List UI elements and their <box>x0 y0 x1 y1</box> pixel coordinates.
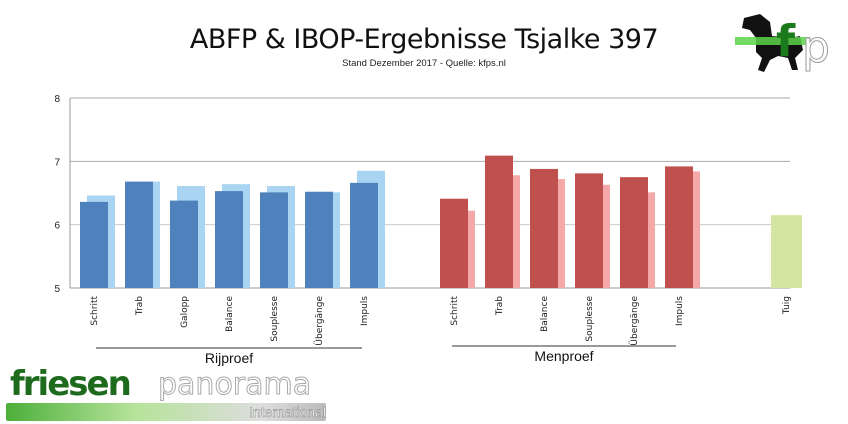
x-tick-label: Souplesse <box>585 296 595 342</box>
bar-dark <box>215 191 243 288</box>
friesenpanorama-logo: friesen panorama International <box>6 365 366 423</box>
logo-text-panorama: panorama <box>157 367 312 402</box>
x-tick-label: Impuls <box>360 296 370 326</box>
x-tick-label: Übergänge <box>629 296 640 346</box>
y-tick-label: 6 <box>54 221 60 232</box>
bar-dark <box>575 173 603 288</box>
bar-dark <box>530 168 558 288</box>
y-tick-label: 7 <box>54 157 60 168</box>
bar-dark <box>620 177 648 288</box>
y-tick-label: 8 <box>54 94 60 105</box>
x-tick-label: Übergänge <box>314 296 325 346</box>
group-label-rijproef: Rijproef <box>204 350 254 366</box>
bar-dark <box>305 191 333 288</box>
logo-text-friesen: friesen <box>10 364 132 404</box>
bar-dark <box>440 198 468 288</box>
x-tick-label: Trab <box>135 296 145 316</box>
bar-dark <box>485 155 513 288</box>
chart-title: ABFP & IBOP-Ergebnisse Tsjalke 397 <box>189 24 659 55</box>
bar-dark <box>80 201 108 288</box>
x-tick-label: Trab <box>495 296 505 316</box>
logo-text-international: International <box>248 404 326 420</box>
group-label-menproef: Menproef <box>534 348 594 364</box>
x-tick-label: Galopp <box>180 296 190 328</box>
logo-stripe <box>6 403 326 421</box>
bar <box>771 215 802 288</box>
bar-dark <box>170 200 198 288</box>
x-tick-label: Souplesse <box>270 296 280 342</box>
chart-subtitle: Stand Dezember 2017 - Quelle: kfps.nl <box>342 58 506 69</box>
x-tick-label: Balance <box>225 296 235 332</box>
x-tick-label: Schritt <box>450 296 460 326</box>
bar-dark <box>260 192 288 288</box>
x-tick-label: Tuig <box>782 296 792 315</box>
x-tick-label: Balance <box>540 296 550 332</box>
x-tick-label: Impuls <box>675 296 685 326</box>
y-tick-label: 5 <box>54 284 60 295</box>
bar-dark <box>125 181 153 288</box>
bar-dark <box>350 182 378 288</box>
x-tick-label: Schritt <box>90 296 100 326</box>
bar-dark <box>665 166 693 288</box>
